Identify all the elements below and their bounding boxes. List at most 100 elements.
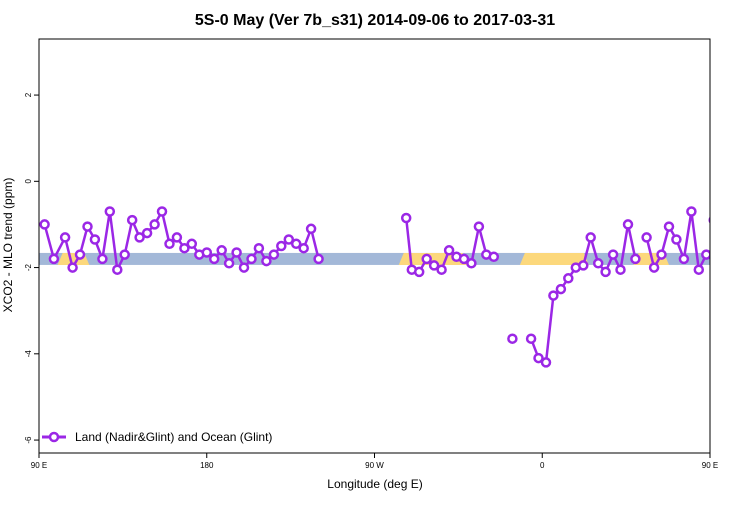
data-point: [208, 253, 220, 265]
land-band-segment: [519, 252, 589, 265]
y-tick-label: -2: [24, 263, 33, 271]
data-point: [615, 264, 626, 275]
chart-title: 5S-0 May (Ver 7b_s31) 2014-09-06 to 2017…: [195, 12, 555, 29]
axes: 90 E 180 90 W 0 90 E 2 0 -2 -4 -6: [24, 92, 718, 470]
data-point: [112, 264, 123, 275]
data-point: [641, 232, 652, 243]
data-point: [622, 219, 634, 230]
data-point: [421, 253, 432, 265]
data-point: [443, 245, 455, 256]
legend-swatch-marker: [48, 431, 60, 443]
data-point: [283, 234, 295, 245]
plot-frame: [38, 38, 711, 454]
data-point: [540, 357, 552, 368]
data-point: [563, 273, 574, 284]
land-band-segment: [398, 252, 468, 265]
series-layer: [39, 206, 750, 368]
data-point: [473, 221, 485, 232]
x-tick-label: 90 W: [365, 461, 384, 470]
x-axis-label: Longitude (deg E): [327, 477, 422, 491]
data-point: [686, 206, 697, 217]
data-point: [67, 262, 78, 273]
data-point: [305, 223, 317, 235]
data-point: [276, 240, 287, 252]
data-point: [82, 221, 93, 232]
data-point: [231, 247, 242, 258]
data-point: [74, 249, 86, 260]
data-point: [458, 253, 470, 265]
data-point: [246, 253, 257, 265]
data-point: [97, 253, 108, 265]
data-point: [413, 266, 425, 278]
data-point: [253, 242, 265, 254]
data-point: [630, 253, 641, 265]
data-point: [290, 238, 302, 250]
data-point: [648, 262, 660, 273]
x-tick-label: 90 E: [702, 461, 718, 470]
surface-band: [39, 252, 750, 265]
data-point: [693, 264, 705, 275]
data-point: [701, 249, 710, 260]
data-point: [179, 242, 190, 254]
data-point: [48, 253, 60, 265]
x-tick-label: 90 E: [31, 461, 47, 470]
data-point: [607, 249, 619, 260]
data-point: [313, 253, 324, 265]
x-tick-label: 180: [200, 461, 214, 470]
data-point: [119, 249, 130, 260]
series-line: [529, 223, 637, 364]
series-line: [714, 212, 750, 244]
y-tick-label: 0: [24, 179, 33, 184]
data-point: [678, 253, 690, 265]
data-point: [725, 229, 733, 237]
data-point: [708, 216, 710, 224]
data-point: [141, 227, 153, 239]
data-point: [555, 283, 567, 295]
data-point: [585, 232, 596, 243]
data-point: [533, 352, 544, 364]
legend-label: Land (Nadir&Glint) and Ocean (Glint): [75, 430, 272, 444]
data-point: [126, 214, 138, 226]
data-point: [400, 212, 412, 224]
data-point: [238, 262, 250, 273]
data-point: [663, 221, 675, 232]
y-axis-label: XCO2 - MLO trend (ppm): [1, 178, 15, 313]
data-point: [578, 260, 589, 271]
data-point: [717, 233, 725, 241]
data-point: [171, 232, 183, 243]
data-point: [268, 249, 280, 260]
data-point: [39, 219, 50, 230]
data-point: [525, 333, 537, 344]
data-point: [592, 258, 604, 269]
data-point: [656, 249, 667, 260]
data-point: [156, 206, 168, 217]
land-band-segment: [719, 253, 750, 265]
data-point: [164, 238, 175, 250]
data-point: [732, 220, 740, 228]
x-tick-label: 0: [540, 461, 545, 470]
data-point: [436, 264, 447, 275]
data-point: [216, 245, 227, 256]
data-point: [201, 247, 213, 258]
data-point: [671, 234, 682, 245]
y-tick-label: -4: [24, 350, 33, 358]
data-point: [740, 208, 748, 216]
data-point: [261, 255, 272, 267]
data-point: [548, 290, 559, 301]
data-point: [149, 219, 160, 230]
data-point: [428, 260, 440, 271]
data-point: [104, 206, 116, 217]
data-point: [466, 258, 477, 269]
legend: Land (Nadir&Glint) and Ocean (Glint): [42, 430, 272, 444]
y-tick-label: -6: [24, 436, 33, 444]
data-point: [507, 333, 518, 344]
data-point: [488, 251, 500, 263]
data-point: [89, 234, 101, 245]
data-point: [298, 242, 309, 254]
plot-area: [39, 206, 750, 368]
data-point: [134, 232, 145, 243]
data-point: [59, 232, 71, 243]
data-point: [186, 238, 198, 250]
